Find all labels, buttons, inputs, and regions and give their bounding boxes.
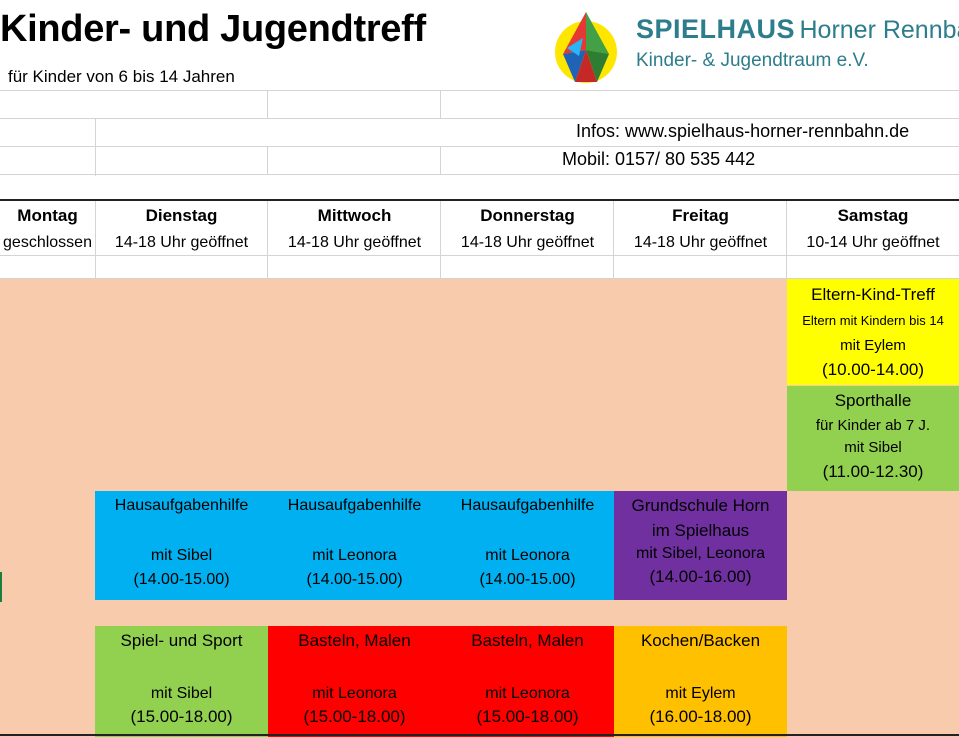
activity-time: (15.00-18.00) [303,707,406,726]
hours-saturday: 10-14 Uhr geöffnet [806,234,940,251]
activity-time: (14.00-15.00) [479,571,576,588]
activity-leader: mit Sibel [844,439,902,456]
activity-time: (14.00-16.00) [649,567,752,586]
activity-leader: mit Leonora [312,685,397,702]
activity-leader: mit Eylem [840,337,906,354]
logo-tagline: Kinder- & Jugendtraum e.V. [636,50,869,71]
day-thursday: Donnerstag [480,206,575,225]
activity-leader: mit Leonora [485,547,570,564]
activity-grundschule-horn: Grundschule Horn im Spielhaus mit Sibel,… [614,491,787,600]
info-phone: Mobil: 0157/ 80 535 442 [562,149,756,169]
activity-time: (15.00-18.00) [130,707,233,726]
activity-title: Sporthalle [834,391,912,410]
activity-time: (15.00-18.00) [476,707,579,726]
activity-leader: mit Leonora [312,547,397,564]
day-monday: Montag [17,206,78,225]
activity-basteln-malen-thursday: Basteln, Malen mit Leonora (15.00-18.00) [441,626,614,737]
activity-spiel-und-sport: Spiel- und Sport mit Sibel (15.00-18.00) [95,626,268,737]
row-marker [0,572,2,602]
day-tuesday: Dienstag [145,206,218,225]
info-website: Infos: www.spielhaus-horner-rennbahn.de [576,121,910,141]
activity-leader: mit Eylem [665,685,736,702]
activity-time: (11.00-12.30) [822,462,924,481]
hours-thursday: 14-18 Uhr geöffnet [460,234,595,251]
activity-leader: mit Sibel, Leonora [636,545,765,562]
activity-hausaufgabenhilfe-thursday: Hausaufgabenhilfe mit Leonora (14.00-15.… [441,491,614,600]
activity-leader: mit Sibel [150,547,213,564]
activity-detail: Eltern mit Kindern bis 14 [802,313,944,328]
day-wednesday: Mittwoch [317,206,392,225]
activity-detail: im Spielhaus [651,521,750,540]
hours-monday: geschlossen [3,234,92,251]
subtitle: für Kinder von 6 bis 14 Jahren [8,67,235,86]
activity-time: (16.00-18.00) [649,707,752,726]
activity-title: Hausaufgabenhilfe [114,497,249,514]
activity-title: Basteln, Malen [298,631,411,650]
activity-basteln-malen-wednesday: Basteln, Malen mit Leonora (15.00-18.00) [268,626,441,737]
activity-hausaufgabenhilfe-wednesday: Hausaufgabenhilfe mit Leonora (14.00-15.… [268,491,441,600]
activity-title: Eltern-Kind-Treff [811,285,935,304]
activity-time: (14.00-15.00) [133,571,230,588]
activity-title: Spiel- und Sport [120,631,243,650]
page-title: Kinder- und Jugendtreff [0,8,426,50]
spielhaus-logo [553,8,619,84]
activity-time: (10.00-14.00) [821,360,925,379]
activity-hausaufgabenhilfe-tuesday: Hausaufgabenhilfe mit Sibel (14.00-15.00… [95,491,268,600]
logo-icon [555,12,617,83]
logo-name: SPIELHAUS [636,14,796,44]
activity-leader: mit Sibel [150,685,213,702]
hours-tuesday: 14-18 Uhr geöffnet [114,234,249,251]
activity-sporthalle: Sporthalle für Kinder ab 7 J. mit Sibel … [787,386,959,491]
activity-detail: für Kinder ab 7 J. [815,417,931,434]
activity-title: Kochen/Backen [640,631,761,650]
logo-place: Horner Rennbahn [799,16,959,44]
activity-eltern-kind-treff: Eltern-Kind-Treff Eltern mit Kindern bis… [787,279,959,385]
activity-title: Basteln, Malen [471,631,584,650]
activity-time: (14.00-15.00) [306,571,403,588]
activity-kochen-backen: Kochen/Backen mit Eylem (16.00-18.00) [614,626,787,737]
hours-wednesday: 14-18 Uhr geöffnet [287,234,422,251]
activity-title: Grundschule Horn [631,496,770,515]
hours-friday: 14-18 Uhr geöffnet [633,234,768,251]
day-saturday: Samstag [837,206,909,225]
activity-title: Hausaufgabenhilfe [287,497,422,514]
activity-leader: mit Leonora [485,685,570,702]
activity-title: Hausaufgabenhilfe [460,497,595,514]
day-friday: Freitag [672,206,729,225]
